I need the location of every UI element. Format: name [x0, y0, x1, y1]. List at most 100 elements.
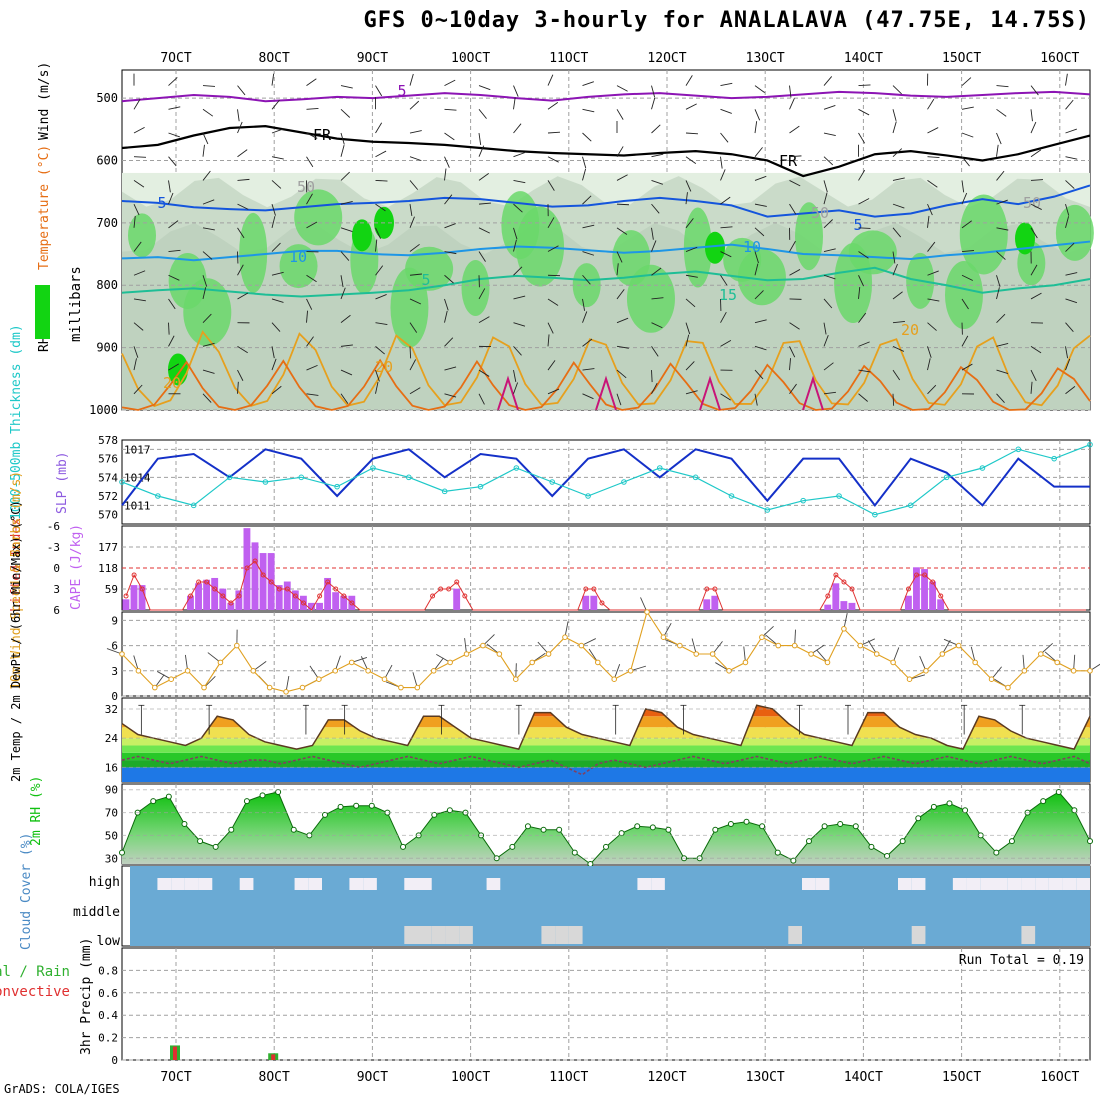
- wind-barb: [754, 290, 764, 300]
- wind-barb: [582, 132, 592, 142]
- wind-barb: [375, 346, 385, 355]
- lifted-index-point: [462, 593, 468, 599]
- lifted-index-point: [204, 579, 210, 585]
- lifted-index-point: [438, 586, 444, 592]
- wind-barb: [754, 121, 758, 134]
- legend-convective: Convective: [0, 984, 70, 1000]
- wind-barb: [616, 369, 627, 379]
- wind-barb: [478, 288, 486, 300]
- wind-barb: [444, 251, 457, 255]
- cape-bar: [832, 583, 840, 610]
- lifted-index-point: [317, 593, 323, 599]
- wind-barb: [1030, 292, 1042, 300]
- wind-barb: [651, 85, 656, 98]
- wind-barb: [478, 145, 485, 157]
- wind-barb: [168, 249, 181, 252]
- wind-barb: [789, 346, 796, 358]
- wind-barb: [996, 144, 999, 157]
- wind-barb: [927, 127, 939, 134]
- temp-line: [121, 704, 1091, 751]
- wind-barb: [961, 298, 969, 310]
- lifted-index-point: [446, 586, 452, 592]
- wind-barb: [202, 132, 209, 145]
- wind-barb: [927, 203, 933, 216]
- rh2m-point: [275, 789, 282, 795]
- rh2m-point: [446, 807, 453, 814]
- x-tick-label-top: 7OCT: [160, 51, 191, 66]
- wind-barb: [789, 240, 796, 252]
- wind-barb: [927, 384, 937, 395]
- wind-barb: [720, 311, 727, 323]
- rh2m-point: [868, 843, 875, 850]
- wind-barb: [409, 387, 421, 395]
- wind-barb: [685, 361, 695, 371]
- wind-speed-point: [529, 659, 535, 666]
- wind-barb: [582, 311, 588, 323]
- wind-barb: [375, 369, 380, 382]
- thickness-point: [1015, 446, 1022, 453]
- rh2m-point: [243, 798, 250, 805]
- rh2m-point: [524, 823, 531, 830]
- wind-barb: [582, 393, 594, 400]
- wind-barb: [237, 345, 248, 354]
- wind-barb: [927, 322, 937, 331]
- wind-barb: [651, 370, 653, 383]
- contour-label: 50: [811, 204, 829, 222]
- rh2m-point: [603, 843, 609, 850]
- y-axis-label-wind10m: 10m Wind Speed & Barbs (m/s): [9, 471, 24, 690]
- wind-barb: [168, 192, 174, 205]
- wind-barb: [547, 298, 559, 306]
- lifted-index-point: [430, 593, 436, 599]
- wind-barb: [409, 73, 414, 86]
- x-tick-label-top: 16OCT: [1040, 51, 1079, 66]
- rh2m-point: [634, 823, 641, 830]
- cape-bar: [848, 602, 856, 610]
- wind-barb: [513, 179, 526, 184]
- y-tick-label-left: 574: [98, 471, 118, 484]
- wind-barb: [996, 343, 1009, 347]
- precip-conv-bar: [173, 1046, 177, 1060]
- wind-barb: [582, 195, 592, 205]
- rh2m-point: [899, 838, 906, 845]
- wind-barb: [823, 192, 828, 205]
- cloud-row-label: low: [97, 934, 121, 949]
- lifted-index-point: [938, 593, 944, 599]
- dewpoint-line: [121, 755, 1091, 776]
- y-tick-label-right: 1011: [124, 499, 151, 512]
- cape-bar: [283, 581, 291, 610]
- wind-barb: [547, 180, 555, 191]
- rh-moist-patch: [239, 212, 268, 293]
- cloud-high-clear: [980, 878, 994, 890]
- wind-barb: [892, 121, 897, 134]
- cape-bar: [590, 595, 598, 610]
- wind-barb: [996, 369, 1009, 375]
- contour-label: 20: [901, 321, 919, 339]
- lifted-index-point: [922, 572, 928, 578]
- wind-barb: [616, 393, 622, 406]
- wind-barb: [237, 264, 244, 276]
- wind-speed-point: [217, 659, 224, 666]
- wind-barb: [513, 369, 517, 382]
- wind-barb: [927, 346, 932, 358]
- wind-barb: [409, 100, 420, 110]
- cape-bar: [130, 585, 138, 610]
- y-tick-label-li: 0: [53, 562, 60, 575]
- wind-barb: [685, 192, 688, 205]
- wind-barb: [1065, 358, 1071, 371]
- rh2m-point: [665, 826, 672, 833]
- wind-barb: [513, 346, 522, 356]
- wind-barb: [478, 202, 491, 205]
- wind-barb: [133, 156, 147, 158]
- thickness-point: [872, 511, 878, 518]
- x-tick-label-bottom: 11OCT: [549, 1070, 588, 1085]
- wind-barb: [720, 251, 732, 258]
- wind-barb: [892, 251, 896, 264]
- thickness-point: [370, 465, 376, 471]
- isotherm-20-line: [121, 330, 1091, 408]
- y-axis-label-temp: Temperature (°C): [37, 145, 52, 270]
- wind-barb: [409, 273, 422, 276]
- rh2m-point: [774, 849, 781, 856]
- wind-speed-point: [1087, 668, 1093, 674]
- cape-bar: [275, 585, 283, 610]
- wind-barb: [547, 360, 556, 371]
